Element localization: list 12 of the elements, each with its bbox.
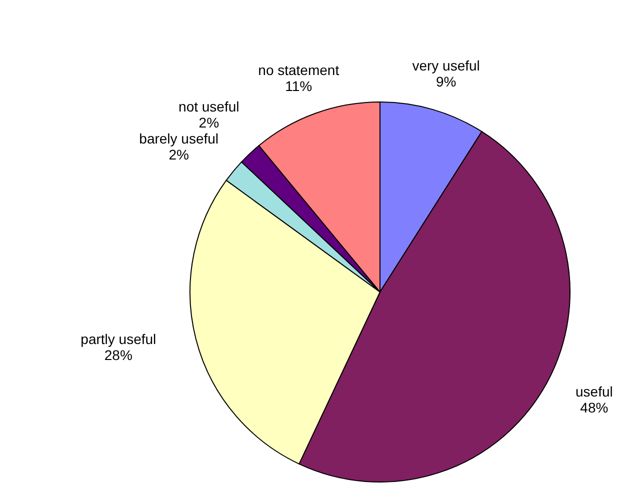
slice-label: not useful <box>178 98 240 114</box>
data-label: 28% <box>104 346 132 363</box>
slice-label: useful <box>575 383 613 400</box>
slice-label: very useful <box>412 58 480 74</box>
slice-label: barely useful <box>139 130 219 147</box>
data-label: 9% <box>436 74 456 90</box>
slice-label: no statement <box>258 62 340 78</box>
slice-label: partly useful <box>80 330 156 347</box>
data-label: 2% <box>168 146 189 163</box>
data-label: 48% <box>580 399 608 416</box>
data-label: 2% <box>198 114 220 130</box>
data-label: 11% <box>285 78 312 94</box>
